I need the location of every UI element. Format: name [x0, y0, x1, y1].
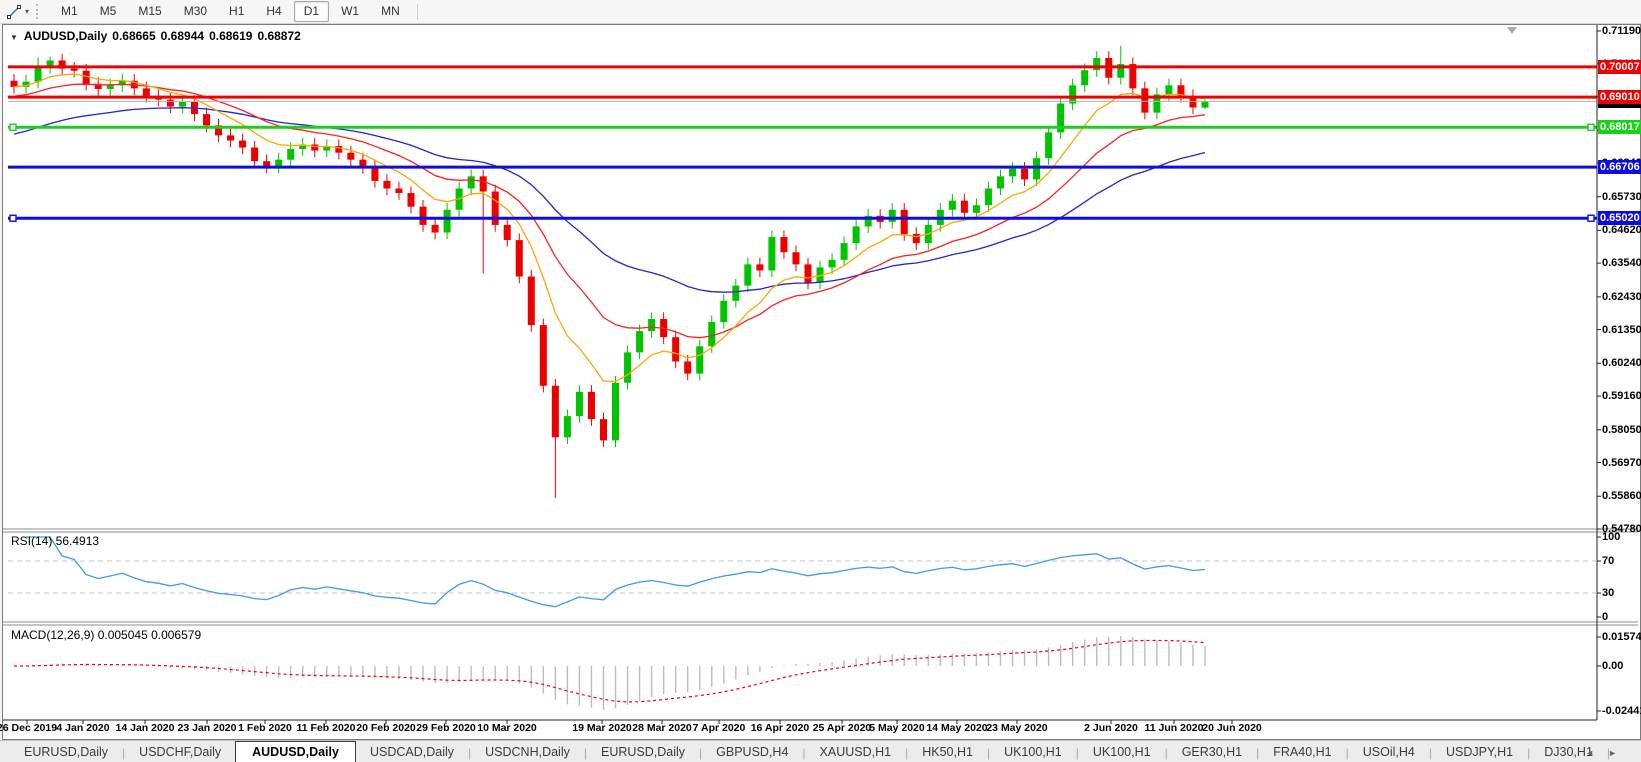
line-drag-handle[interactable]	[1587, 123, 1595, 131]
chart-tab-usdchf-daily[interactable]: USDCHF,Daily	[139, 745, 222, 759]
chart-tab-usdjpy-h1[interactable]: USDJPY,H1	[1445, 745, 1514, 759]
trendline-tool-glyph	[7, 4, 21, 19]
chart-tab-usoil-h4[interactable]: USOil,H4	[1362, 745, 1415, 759]
timeframe-button-h1[interactable]: H1	[229, 4, 245, 18]
timeframe-button-d1[interactable]: D1	[293, 1, 330, 22]
ma-mid-line	[13, 83, 1206, 339]
ma-fast-line	[13, 73, 1206, 383]
tab-separator: |	[699, 746, 703, 760]
line-drag-handle[interactable]	[9, 214, 17, 222]
timeframe-button-m1[interactable]: M1	[61, 4, 78, 18]
tab-separator: |	[1256, 746, 1260, 760]
chart-tab-ger30-h1[interactable]: GER30,H1	[1181, 745, 1243, 759]
timeframe-button-h4[interactable]: H4	[266, 4, 282, 18]
tab-separator: |	[1164, 746, 1168, 760]
timeframe-button-m5[interactable]: M5	[99, 4, 117, 18]
timeframe-buttons: M1 M5 M15 M30 H1 H4 D1 W1 MN	[50, 1, 411, 22]
tab-separator: |	[1527, 746, 1531, 760]
line-drag-handle[interactable]	[1587, 214, 1595, 222]
ma-slow-line	[13, 107, 1206, 293]
chart-tab-hk50-h1[interactable]: HK50,H1	[922, 745, 973, 759]
scroll-right-icon[interactable]: ►	[1608, 748, 1631, 758]
macd-histogram	[25, 636, 1206, 710]
tab-separator: |	[802, 746, 806, 760]
tab-separator: |	[905, 746, 909, 760]
chart-tab-dj30-h1[interactable]: DJ30,H1	[1544, 745, 1593, 759]
tab-separator: |	[1345, 746, 1349, 760]
tab-separator: |	[583, 746, 587, 760]
tab-separator: |	[986, 746, 991, 760]
timeframe-button-w1[interactable]: W1	[341, 4, 360, 18]
line-drag-handle[interactable]	[9, 123, 17, 131]
tab-separator: |	[1075, 746, 1079, 760]
tab-separator: |	[122, 746, 126, 760]
timeframe-button-m15[interactable]: M15	[138, 4, 162, 18]
tab-separator: |	[1428, 746, 1432, 760]
toolbar-drag-handle[interactable]	[36, 4, 43, 19]
chart-tab-uk100-h1[interactable]: UK100,H1	[1092, 745, 1151, 759]
chart-tab-bar: EURUSD,Daily | USDCHF,Daily AUDUSD,Daily USD…	[0, 740, 1641, 762]
chart-tab-audusd-daily[interactable]: AUDUSD,Daily	[235, 741, 356, 762]
rsi-line	[26, 536, 1206, 608]
chart-tab-eurusd-daily[interactable]: EURUSD,Daily	[600, 745, 686, 759]
chart-tab-usdcad-daily[interactable]: USDCAD,Daily	[369, 745, 454, 759]
candlesticks-layer	[10, 45, 1209, 499]
toolbar-separator	[416, 3, 418, 20]
chart-shift-marker-icon[interactable]	[1507, 27, 1517, 34]
tab-scroll-arrows: ◄►	[1585, 748, 1631, 758]
trendline-tool-icon[interactable]	[4, 3, 24, 21]
timeframe-button-mn[interactable]: MN	[381, 4, 400, 18]
tab-separator: |	[468, 746, 472, 760]
chart-tab-gbpusd-h4[interactable]: GBPUSD,H4	[716, 745, 789, 759]
chart-tab-xauusd-h1[interactable]: XAUUSD,H1	[819, 745, 892, 759]
chart-tab-fra40-h1[interactable]: FRA40,H1	[1273, 745, 1332, 759]
chart-tab-usdcnh-daily[interactable]: USDCNH,Daily	[485, 745, 570, 759]
chart-tab-eurusd-daily[interactable]: EURUSD,Daily	[24, 745, 109, 759]
timeframe-toolbar: ▾ M1 M5 M15 M30 H1 H4 D1 W1 MN	[0, 0, 1641, 24]
timeframe-button-m30[interactable]: M30	[183, 4, 208, 18]
scroll-left-icon[interactable]: ◄	[1585, 748, 1609, 758]
tool-dropdown-caret-icon[interactable]: ▾	[25, 7, 30, 16]
chart-tab-uk100-h1[interactable]: UK100,H1	[1004, 745, 1062, 759]
macd-signal-line	[14, 639, 1206, 703]
tab-separator: |	[1606, 746, 1611, 760]
